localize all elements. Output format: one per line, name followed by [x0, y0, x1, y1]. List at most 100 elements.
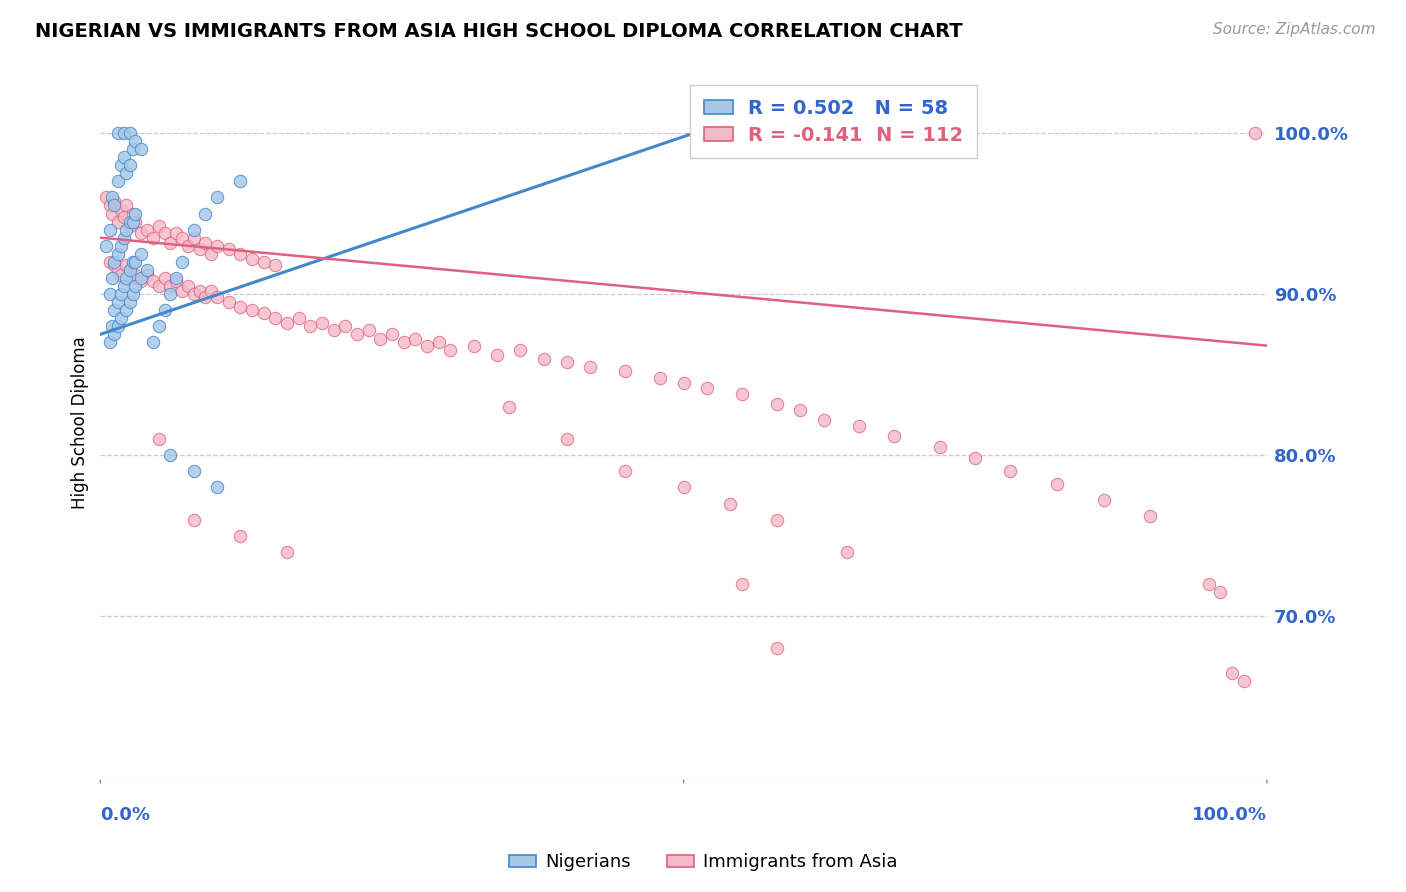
Point [929, 440, 952, 454]
Point [129, 247, 152, 261]
Point [112, 279, 135, 293]
Point [129, 142, 152, 156]
Point [205, 238, 228, 252]
Point [110, 203, 132, 218]
Point [253, 255, 276, 269]
Point [194, 235, 217, 250]
Point [142, 230, 165, 244]
Point [118, 263, 141, 277]
Point [731, 387, 754, 401]
Point [148, 319, 170, 334]
Point [965, 451, 987, 466]
Point [142, 274, 165, 288]
Point [122, 206, 145, 220]
Point [1092, 493, 1115, 508]
Point [368, 332, 391, 346]
Point [103, 194, 125, 208]
Point [183, 222, 205, 236]
Point [110, 158, 132, 172]
Point [789, 403, 811, 417]
Point [533, 351, 555, 366]
Point [718, 496, 741, 510]
Point [170, 230, 193, 244]
Point [498, 400, 520, 414]
Point [124, 206, 146, 220]
Point [404, 332, 426, 346]
Point [357, 322, 380, 336]
Point [136, 268, 159, 282]
Point [509, 343, 531, 358]
Point [98, 287, 121, 301]
Point [98, 255, 121, 269]
Point [96, 238, 118, 252]
Point [148, 432, 170, 446]
Point [299, 319, 322, 334]
Point [183, 287, 205, 301]
Text: NIGERIAN VS IMMIGRANTS FROM ASIA HIGH SCHOOL DIPLOMA CORRELATION CHART: NIGERIAN VS IMMIGRANTS FROM ASIA HIGH SC… [35, 22, 963, 41]
Point [335, 319, 357, 334]
Point [159, 235, 181, 250]
Point [813, 413, 835, 427]
Point [124, 214, 146, 228]
Point [200, 284, 222, 298]
Point [148, 219, 170, 234]
Point [264, 258, 287, 272]
Point [129, 226, 152, 240]
Point [463, 338, 485, 352]
Point [392, 335, 415, 350]
Point [101, 206, 124, 220]
Point [205, 480, 228, 494]
Point [153, 271, 176, 285]
Point [107, 247, 129, 261]
Point [118, 158, 141, 172]
Point [848, 419, 870, 434]
Point [118, 214, 141, 228]
Point [107, 174, 129, 188]
Point [218, 242, 240, 256]
Text: Source: ZipAtlas.com: Source: ZipAtlas.com [1212, 22, 1375, 37]
Point [229, 529, 252, 543]
Point [122, 142, 145, 156]
Point [766, 641, 789, 656]
Point [103, 327, 125, 342]
Point [1198, 577, 1220, 591]
Point [96, 190, 118, 204]
Point [165, 274, 187, 288]
Point [835, 545, 858, 559]
Point [200, 247, 222, 261]
Point [883, 429, 905, 443]
Point [731, 577, 754, 591]
Point [183, 513, 205, 527]
Point [107, 263, 129, 277]
Point [1220, 665, 1243, 680]
Point [115, 303, 138, 318]
Point [124, 279, 146, 293]
Point [1000, 464, 1022, 478]
Point [115, 198, 138, 212]
Point [650, 371, 672, 385]
Point [112, 126, 135, 140]
Point [124, 255, 146, 269]
Point [110, 311, 132, 326]
Point [115, 258, 138, 272]
Point [101, 271, 124, 285]
Point [276, 545, 298, 559]
Point [98, 335, 121, 350]
Point [159, 279, 181, 293]
Point [159, 448, 181, 462]
Point [229, 247, 252, 261]
Point [264, 311, 287, 326]
Point [112, 210, 135, 224]
Point [177, 238, 200, 252]
Point [98, 198, 121, 212]
Point [122, 214, 145, 228]
Point [122, 287, 145, 301]
Point [122, 271, 145, 285]
Point [205, 290, 228, 304]
Point [485, 348, 508, 362]
Point [614, 464, 637, 478]
Point [416, 338, 439, 352]
Point [124, 268, 146, 282]
Point [1244, 126, 1267, 140]
Point [118, 263, 141, 277]
